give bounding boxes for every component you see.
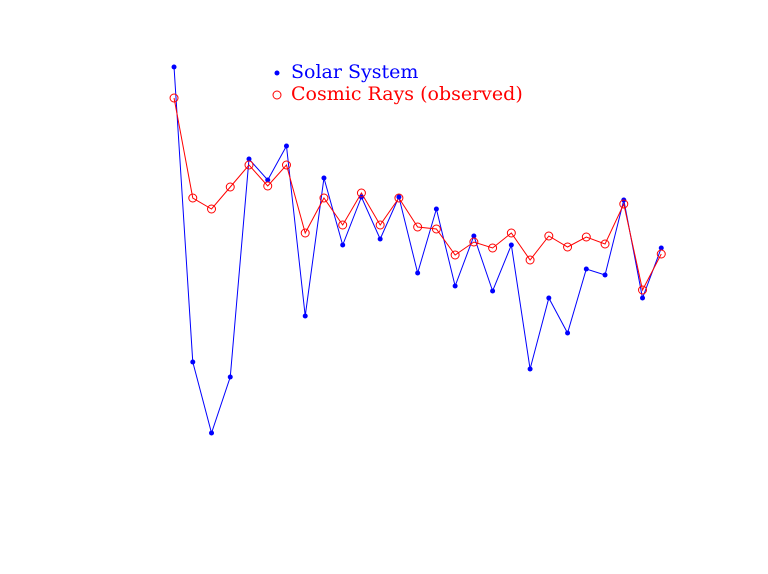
point [490,288,496,294]
point [246,156,252,162]
point [450,250,460,260]
point [396,194,402,200]
point [656,249,666,259]
point [413,222,423,232]
point [619,199,629,209]
point [583,266,589,272]
point [281,160,291,170]
point [244,160,254,170]
point [469,237,479,247]
point [488,243,498,253]
legend-marker [272,90,282,100]
point [190,359,196,365]
point [544,231,554,241]
point [600,239,610,249]
point [525,255,535,265]
point [283,143,289,149]
point [546,295,552,301]
point [640,295,646,301]
point [452,283,458,289]
point [340,242,346,248]
point [227,374,233,380]
point [527,366,533,372]
point [638,285,648,295]
series-line [173,97,662,292]
point [171,64,177,70]
point [471,233,477,239]
point [209,430,215,436]
point [169,93,179,103]
point [265,177,271,183]
legend-label: Solar System [291,61,418,83]
point [658,245,664,251]
point [394,193,404,203]
point [321,175,327,181]
point [506,228,516,238]
point [415,270,421,276]
point [207,204,217,214]
point [319,193,329,203]
point [377,236,383,242]
series-line [173,66,662,435]
point [565,330,571,336]
legend-marker [274,70,280,76]
point [581,232,591,242]
point [508,242,514,248]
point [356,188,366,198]
point [433,206,439,212]
point [431,224,441,234]
point [300,228,310,238]
point [302,313,308,319]
point [338,220,348,230]
point [602,272,608,278]
point [563,242,573,252]
point [225,182,235,192]
legend-label: Cosmic Rays (observed) [291,83,523,105]
point [188,193,198,203]
point [375,220,385,230]
point [263,181,273,191]
